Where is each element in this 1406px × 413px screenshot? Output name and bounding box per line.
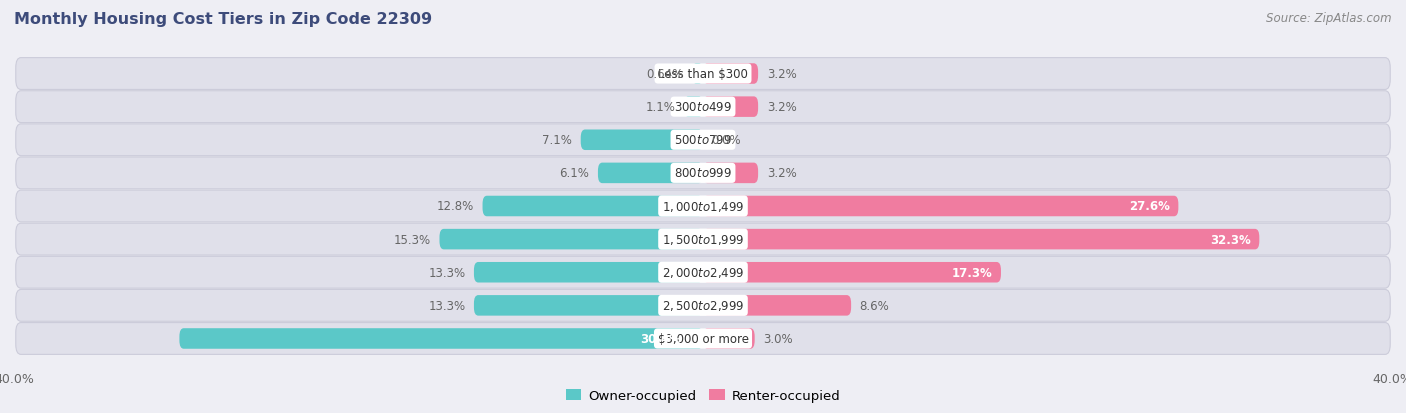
Text: 3.2%: 3.2% (766, 167, 796, 180)
FancyBboxPatch shape (15, 59, 1391, 90)
Legend: Owner-occupied, Renter-occupied: Owner-occupied, Renter-occupied (560, 384, 846, 407)
FancyBboxPatch shape (685, 97, 703, 118)
Text: 7.1%: 7.1% (543, 134, 572, 147)
FancyBboxPatch shape (692, 64, 703, 85)
FancyBboxPatch shape (15, 290, 1391, 321)
FancyBboxPatch shape (15, 323, 1391, 354)
Text: Source: ZipAtlas.com: Source: ZipAtlas.com (1267, 12, 1392, 25)
Text: 15.3%: 15.3% (394, 233, 430, 246)
Text: 8.6%: 8.6% (859, 299, 890, 312)
Text: $3,000 or more: $3,000 or more (658, 332, 748, 345)
Text: 27.6%: 27.6% (1129, 200, 1170, 213)
FancyBboxPatch shape (15, 125, 1391, 156)
FancyBboxPatch shape (15, 92, 1391, 123)
FancyBboxPatch shape (703, 163, 758, 184)
Text: 3.2%: 3.2% (766, 68, 796, 81)
Text: Less than $300: Less than $300 (658, 68, 748, 81)
FancyBboxPatch shape (15, 158, 1391, 189)
Text: $500 to $799: $500 to $799 (673, 134, 733, 147)
Text: 30.4%: 30.4% (640, 332, 681, 345)
FancyBboxPatch shape (703, 97, 758, 118)
Text: 17.3%: 17.3% (952, 266, 993, 279)
FancyBboxPatch shape (482, 196, 703, 217)
FancyBboxPatch shape (15, 257, 1391, 288)
FancyBboxPatch shape (703, 196, 1178, 217)
Text: 3.0%: 3.0% (763, 332, 793, 345)
FancyBboxPatch shape (15, 191, 1391, 222)
FancyBboxPatch shape (440, 229, 703, 250)
Text: 12.8%: 12.8% (437, 200, 474, 213)
Text: $1,000 to $1,499: $1,000 to $1,499 (662, 199, 744, 214)
FancyBboxPatch shape (703, 328, 755, 349)
FancyBboxPatch shape (581, 130, 703, 151)
Text: 6.1%: 6.1% (560, 167, 589, 180)
Text: 13.3%: 13.3% (429, 299, 465, 312)
Text: 3.2%: 3.2% (766, 101, 796, 114)
Text: $2,000 to $2,499: $2,000 to $2,499 (662, 266, 744, 280)
Text: 0.64%: 0.64% (647, 68, 683, 81)
Text: 13.3%: 13.3% (429, 266, 465, 279)
FancyBboxPatch shape (474, 262, 703, 283)
FancyBboxPatch shape (15, 224, 1391, 255)
FancyBboxPatch shape (598, 163, 703, 184)
FancyBboxPatch shape (703, 262, 1001, 283)
Text: 0.0%: 0.0% (711, 134, 741, 147)
FancyBboxPatch shape (703, 295, 851, 316)
FancyBboxPatch shape (474, 295, 703, 316)
FancyBboxPatch shape (703, 64, 758, 85)
Text: 1.1%: 1.1% (645, 101, 675, 114)
Text: 32.3%: 32.3% (1211, 233, 1251, 246)
FancyBboxPatch shape (180, 328, 703, 349)
Text: $1,500 to $1,999: $1,500 to $1,999 (662, 233, 744, 247)
FancyBboxPatch shape (703, 229, 1260, 250)
Text: $800 to $999: $800 to $999 (673, 167, 733, 180)
Text: Monthly Housing Cost Tiers in Zip Code 22309: Monthly Housing Cost Tiers in Zip Code 2… (14, 12, 432, 27)
Text: $2,500 to $2,999: $2,500 to $2,999 (662, 299, 744, 313)
Text: $300 to $499: $300 to $499 (673, 101, 733, 114)
